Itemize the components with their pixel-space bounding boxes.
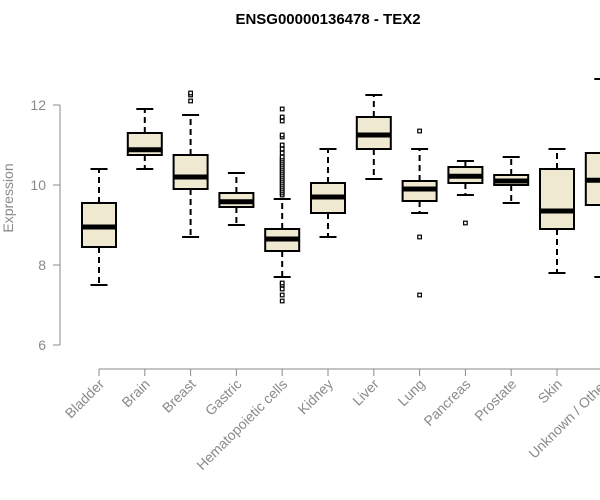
x-tick-label: Brain — [118, 376, 152, 410]
y-axis: 6 8 10 12 — [30, 97, 61, 353]
iqr-box — [539, 168, 575, 230]
y-tick-label: 10 — [30, 177, 46, 193]
chart-title: ENSG00000136478 - TEX2 — [235, 11, 420, 28]
outlier-point — [279, 292, 285, 298]
x-tick-label: Gastric — [202, 376, 245, 419]
outlier-point — [188, 90, 194, 96]
outlier-point — [417, 292, 422, 298]
y-tick-label: 6 — [38, 337, 46, 353]
outlier-point — [279, 150, 285, 156]
x-tick-label: Pancreas — [420, 376, 473, 429]
y-tick-label: 8 — [38, 257, 46, 273]
box-group — [493, 156, 530, 204]
outlier-point — [279, 114, 285, 120]
outlier-point — [279, 106, 285, 112]
outlier-point — [279, 146, 285, 152]
box-group — [355, 94, 392, 180]
box-group — [447, 160, 484, 226]
outlier-point — [279, 286, 285, 292]
y-axis-label: Expression — [0, 163, 16, 232]
outlier-point — [279, 118, 285, 124]
box-group — [401, 128, 438, 298]
outlier-point — [188, 98, 194, 104]
box-group — [218, 172, 255, 226]
box-group — [539, 148, 575, 274]
iqr-box — [172, 154, 209, 190]
box-group — [126, 108, 163, 170]
outlier-point — [417, 234, 422, 240]
outlier-point — [417, 128, 422, 134]
outlier-point — [279, 142, 285, 148]
x-tick-label: Skin — [535, 376, 566, 407]
x-tick-label: Liver — [349, 376, 382, 409]
outlier-point — [463, 220, 468, 226]
box-group — [81, 168, 117, 286]
outlier-point — [279, 298, 285, 304]
x-tick-label: Kidney — [295, 376, 337, 418]
box-series — [81, 78, 600, 304]
box-group — [264, 106, 301, 304]
x-tick-label: Lung — [394, 376, 427, 409]
x-tick-label: Hematopoietic cells — [193, 376, 290, 473]
outlier-point — [279, 154, 285, 160]
x-tick-label: Prostate — [471, 376, 519, 424]
outlier-point — [279, 280, 285, 286]
y-tick-label: 12 — [30, 97, 46, 113]
box-group — [310, 148, 346, 238]
outlier-point — [279, 132, 285, 138]
box-group — [172, 90, 209, 238]
x-tick-label: Breast — [159, 376, 199, 416]
x-tick-label: Bladder — [62, 376, 108, 422]
box-group — [584, 78, 600, 278]
